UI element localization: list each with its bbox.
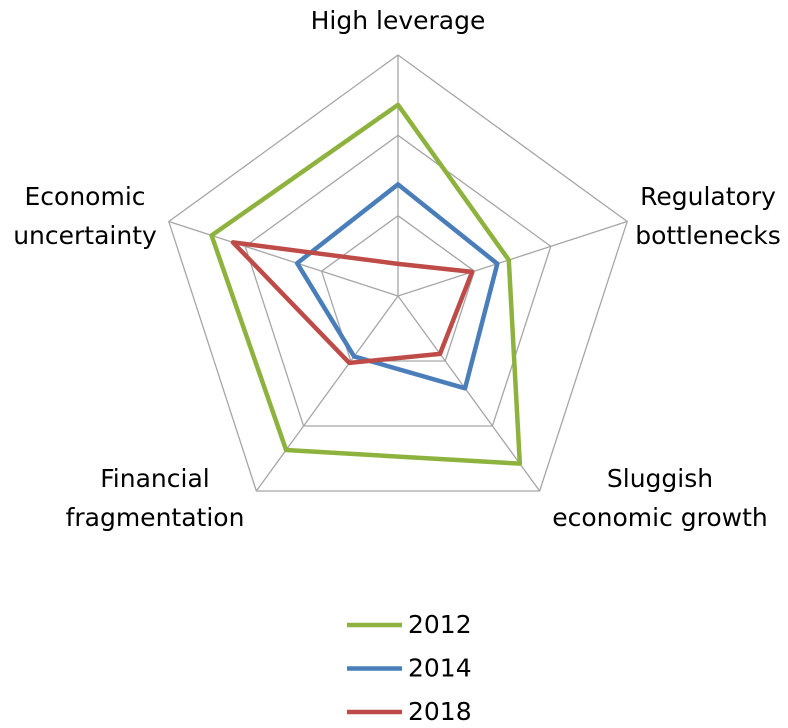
series-line xyxy=(294,182,500,391)
spoke xyxy=(397,295,541,492)
axis-label: economic growth xyxy=(552,503,768,532)
axis-label: Financial xyxy=(100,464,209,493)
axis-label: Sluggish xyxy=(607,464,713,493)
axis-label: bottlenecks xyxy=(635,221,781,250)
spoke xyxy=(168,220,399,297)
legend-label: 2014 xyxy=(408,654,472,683)
grid-ring xyxy=(168,54,628,492)
legend-label: 2012 xyxy=(408,610,472,639)
axis-label: uncertainty xyxy=(13,221,157,250)
series-line xyxy=(230,240,475,366)
spoke xyxy=(255,295,399,492)
axis-label: Economic xyxy=(24,182,145,211)
grid-ring xyxy=(244,134,552,427)
axis-label: High leverage xyxy=(311,6,486,35)
axis-label: fragmentation xyxy=(66,503,245,532)
axis-label: Regulatory xyxy=(640,182,776,211)
series-line xyxy=(209,102,523,466)
legend-label: 2018 xyxy=(408,697,472,726)
spoke xyxy=(397,220,628,297)
grid-ring xyxy=(320,214,476,362)
